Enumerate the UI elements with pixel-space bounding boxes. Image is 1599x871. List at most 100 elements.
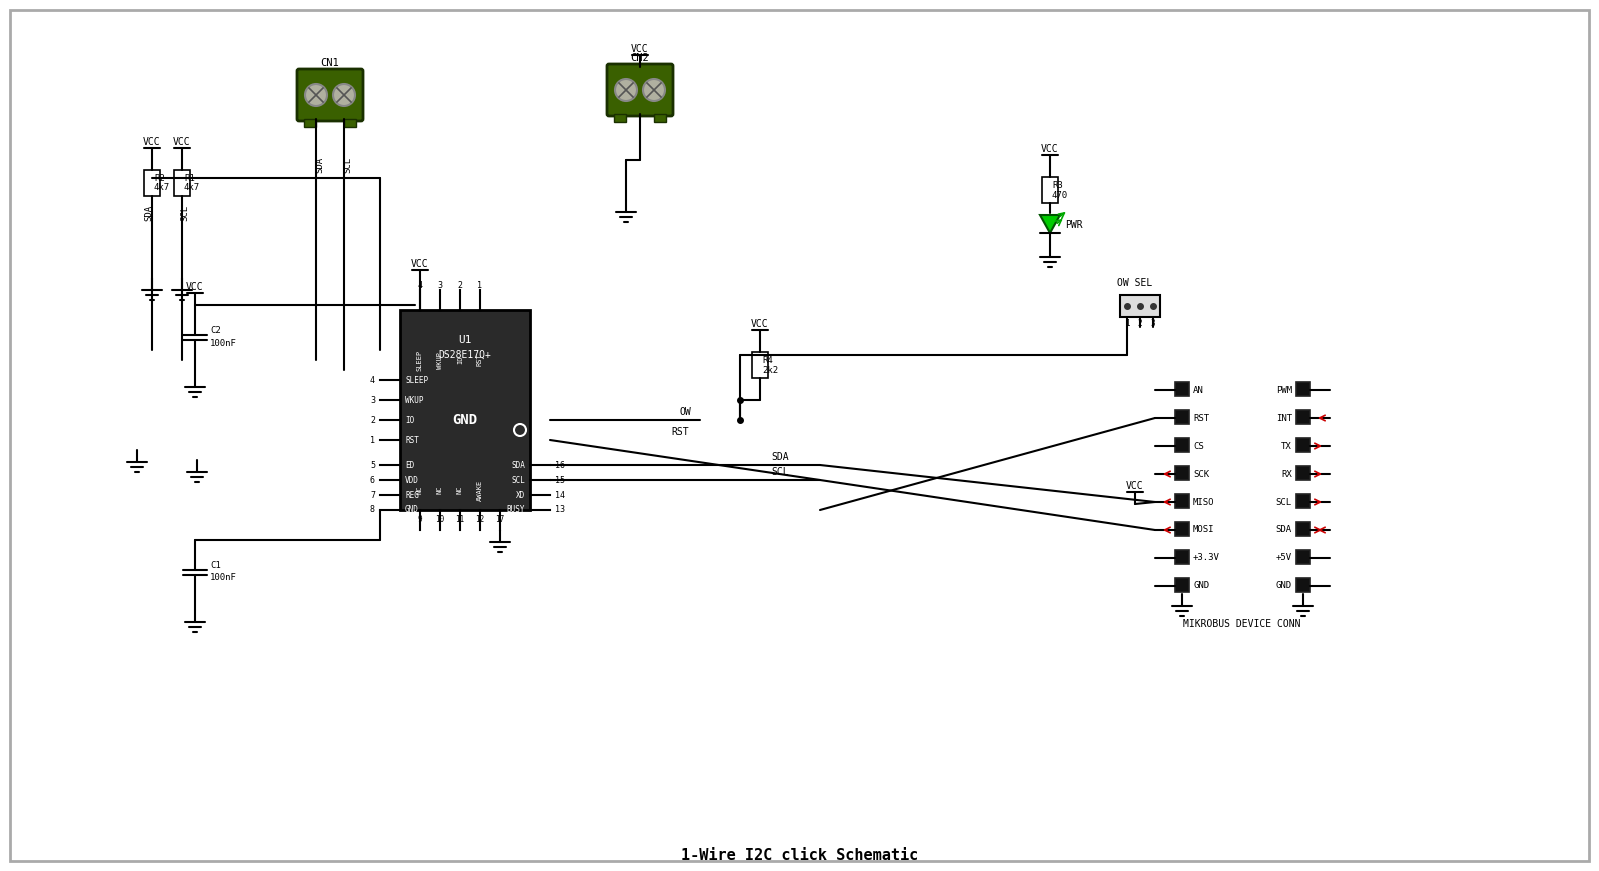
Text: CN1: CN1 <box>321 58 339 68</box>
Text: C2: C2 <box>209 326 221 334</box>
Text: R1: R1 <box>184 173 195 183</box>
Text: NC: NC <box>457 486 464 494</box>
Text: 1: 1 <box>1124 319 1129 327</box>
Text: RST: RST <box>405 436 419 444</box>
Text: OW SEL: OW SEL <box>1118 278 1153 288</box>
Text: VCC: VCC <box>185 282 203 292</box>
Bar <box>144 170 160 196</box>
Text: NC: NC <box>417 486 424 494</box>
Text: RST: RST <box>477 354 483 367</box>
Circle shape <box>333 84 355 106</box>
Text: 10: 10 <box>435 516 445 524</box>
Text: CN2: CN2 <box>630 53 649 63</box>
Polygon shape <box>1039 215 1060 233</box>
Text: GND: GND <box>453 413 478 427</box>
Text: MISO: MISO <box>1193 497 1215 507</box>
Text: 4: 4 <box>417 280 422 289</box>
Bar <box>752 352 768 378</box>
Text: 13: 13 <box>555 505 564 515</box>
Bar <box>1175 466 1190 480</box>
Text: INT: INT <box>1276 414 1292 422</box>
Text: 3: 3 <box>1151 319 1156 327</box>
Bar <box>400 310 529 510</box>
Text: WKUP: WKUP <box>405 395 424 404</box>
Text: REG: REG <box>405 490 419 499</box>
Text: 9: 9 <box>417 516 422 524</box>
Bar <box>1175 550 1190 564</box>
Bar <box>1297 438 1310 452</box>
Bar <box>1297 522 1310 536</box>
Text: SDA: SDA <box>512 461 524 469</box>
Text: C1: C1 <box>209 561 221 570</box>
Circle shape <box>305 84 328 106</box>
Text: RX: RX <box>1281 469 1292 478</box>
Text: +3.3V: +3.3V <box>1193 553 1220 563</box>
Text: 6: 6 <box>369 476 376 484</box>
Text: IO: IO <box>457 355 464 364</box>
Text: MIKROBUS DEVICE CONN: MIKROBUS DEVICE CONN <box>1183 619 1300 629</box>
Text: DS28E17Q+: DS28E17Q+ <box>438 350 491 360</box>
Text: 2: 2 <box>457 280 462 289</box>
Bar <box>1175 438 1190 452</box>
Bar <box>1175 410 1190 424</box>
Text: 4: 4 <box>369 375 376 384</box>
Text: GND: GND <box>1276 582 1292 591</box>
Text: 2k2: 2k2 <box>763 366 779 375</box>
Text: VDD: VDD <box>405 476 419 484</box>
Text: 3: 3 <box>438 280 443 289</box>
Text: MOSI: MOSI <box>1193 525 1215 535</box>
Text: SLEEP: SLEEP <box>417 349 424 371</box>
Text: GND: GND <box>1193 582 1209 591</box>
Text: AWAKE: AWAKE <box>477 479 483 501</box>
Text: RST: RST <box>672 427 689 437</box>
Bar <box>1043 177 1059 203</box>
Bar <box>174 170 190 196</box>
Bar <box>1297 410 1310 424</box>
Text: VCC: VCC <box>173 137 190 147</box>
Circle shape <box>616 79 636 101</box>
Text: 4k7: 4k7 <box>184 183 200 192</box>
Text: PWM: PWM <box>1276 386 1292 395</box>
Bar <box>1297 466 1310 480</box>
Text: R4: R4 <box>763 355 772 364</box>
Bar <box>1297 382 1310 396</box>
Circle shape <box>643 79 665 101</box>
Bar <box>1297 550 1310 564</box>
Text: VCC: VCC <box>752 319 769 329</box>
Text: SDA: SDA <box>315 157 325 173</box>
Text: R2: R2 <box>154 173 165 183</box>
Bar <box>1175 382 1190 396</box>
Text: AN: AN <box>1193 386 1204 395</box>
Text: PWR: PWR <box>1065 220 1083 230</box>
Text: SDA: SDA <box>144 205 154 221</box>
Text: XD: XD <box>516 490 524 499</box>
Bar <box>344 119 357 127</box>
Text: SCL: SCL <box>512 476 524 484</box>
Text: SDA: SDA <box>1276 525 1292 535</box>
Bar <box>1119 295 1159 317</box>
Text: 8: 8 <box>369 505 376 515</box>
Text: IO: IO <box>405 415 414 424</box>
Text: 15: 15 <box>555 476 564 484</box>
Bar <box>304 119 317 127</box>
Text: SLEEP: SLEEP <box>405 375 429 384</box>
Text: 100nF: 100nF <box>209 339 237 348</box>
Text: SCL: SCL <box>1276 497 1292 507</box>
Bar <box>1175 578 1190 592</box>
Text: VCC: VCC <box>1041 144 1059 154</box>
Text: GND: GND <box>405 505 419 515</box>
Text: TX: TX <box>1281 442 1292 450</box>
Text: OW: OW <box>680 407 692 417</box>
Bar <box>1175 522 1190 536</box>
Text: VCC: VCC <box>632 44 649 54</box>
Text: 12: 12 <box>475 516 484 524</box>
Text: CS: CS <box>1193 442 1204 450</box>
FancyBboxPatch shape <box>297 69 363 121</box>
Text: 2: 2 <box>369 415 376 424</box>
Text: SCL: SCL <box>771 467 788 477</box>
Text: 470: 470 <box>1052 191 1068 199</box>
Text: +5V: +5V <box>1276 553 1292 563</box>
Text: VCC: VCC <box>144 137 161 147</box>
Bar <box>1175 494 1190 508</box>
Text: 100nF: 100nF <box>209 573 237 583</box>
